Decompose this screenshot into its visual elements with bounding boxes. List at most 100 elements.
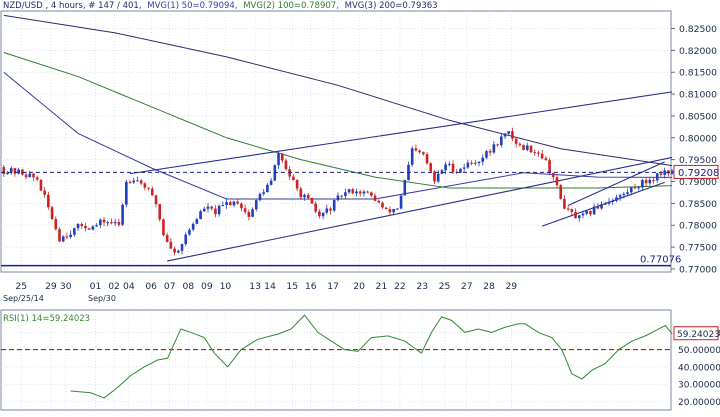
candle-body: [247, 211, 251, 217]
candle-body: [522, 144, 525, 150]
current-price-box: [673, 164, 719, 179]
candle-body: [154, 195, 158, 205]
candle-body: [50, 207, 54, 220]
candle-body: [433, 171, 436, 182]
candle-body: [217, 205, 221, 215]
candle-body: [481, 157, 485, 162]
candle-body: [459, 168, 462, 173]
candle-body: [381, 202, 384, 208]
candle-body: [589, 210, 592, 215]
candle-body: [655, 173, 659, 181]
candle-body: [652, 179, 655, 181]
candle-body: [191, 223, 195, 230]
candle-body: [392, 209, 395, 213]
time-tick-label: 04: [123, 281, 135, 292]
candle-body: [314, 203, 317, 212]
time-tick-label: 29: [505, 281, 517, 292]
trendline: [167, 156, 673, 262]
candle-body: [43, 190, 46, 195]
header-info: , 4 hours, # 147 / 401,: [45, 1, 141, 11]
price-tick-label: 0.80500: [679, 111, 717, 122]
candle-body: [310, 197, 314, 204]
time-tick-label: 23: [416, 281, 428, 292]
candle-body: [206, 206, 210, 209]
candle-body: [600, 204, 603, 209]
price-tick-label: 0.80000: [679, 133, 717, 144]
candle-body: [488, 151, 492, 153]
mvg1-legend: MVG(1) 50=0.79094,: [147, 1, 237, 11]
candle-body: [596, 206, 600, 209]
candle-body: [325, 208, 329, 213]
candle-body: [663, 170, 666, 175]
rsi-grid: [1, 310, 671, 410]
candle-body: [544, 158, 548, 161]
candle-body: [24, 174, 28, 178]
candle-body: [106, 222, 110, 224]
candle-body: [84, 225, 87, 229]
candle-body: [210, 206, 214, 209]
candle-body: [99, 219, 102, 226]
candle-body: [225, 202, 228, 206]
candle-body: [329, 208, 332, 211]
candle-body: [492, 144, 496, 153]
candle-body: [17, 169, 20, 174]
candle-body: [496, 144, 499, 146]
candle-body: [659, 173, 663, 175]
candle-body: [188, 229, 191, 235]
candle-body: [80, 223, 84, 226]
candle-body: [162, 219, 165, 236]
candle-body: [113, 222, 117, 224]
candle-body: [199, 211, 202, 220]
candle-body: [65, 236, 69, 238]
month-label-sep25: Sep/25/14: [3, 294, 44, 303]
candle-body: [262, 192, 265, 194]
candle-body: [637, 187, 640, 189]
candle-body: [585, 210, 588, 214]
candle-body: [221, 205, 225, 207]
candle-body: [102, 219, 106, 223]
candle-body: [280, 153, 284, 161]
price-tick-label: 0.82000: [679, 46, 717, 57]
candle-body: [366, 191, 369, 193]
candle-body: [254, 200, 258, 210]
candle-body: [284, 160, 288, 170]
candle-body: [670, 170, 674, 174]
candle-body: [347, 189, 351, 193]
candle-body: [9, 168, 13, 173]
candle-body: [295, 180, 299, 189]
candle-body: [169, 241, 173, 249]
rsi-current-label: 59.24023: [677, 330, 720, 340]
candle-body: [444, 164, 447, 171]
candle-body: [429, 163, 433, 172]
candle-body: [462, 167, 466, 169]
candle-body: [540, 153, 544, 159]
candle-body: [321, 212, 325, 217]
candle-body: [570, 209, 574, 213]
candle-body: [39, 179, 43, 191]
candle-body: [425, 154, 429, 164]
candle-body: [54, 219, 58, 230]
rsi-tick-label: 40.00000: [678, 363, 720, 373]
candle-body: [266, 184, 269, 193]
candle-body: [477, 161, 481, 164]
candle-body: [332, 200, 336, 211]
rsi-current-box: [673, 326, 719, 341]
candle-body: [507, 131, 511, 134]
candle-body: [32, 173, 35, 178]
time-tick-label: 06: [145, 281, 157, 292]
candle-body: [500, 136, 503, 146]
time-axis: 25 29 30 01 02 04 06 07 08 09 10 13 14 15 16 17 20 21 22 23…: [15, 281, 517, 292]
candle-body: [28, 173, 32, 178]
time-tick-label: 22: [394, 281, 406, 292]
candle-body: [58, 229, 61, 242]
time-tick-label: 01: [90, 281, 102, 292]
price-tick-label: 0.81500: [679, 68, 717, 79]
candle-body: [403, 180, 407, 196]
candle-body: [399, 195, 403, 209]
candle-body: [176, 250, 180, 253]
time-tick-label: 25: [15, 281, 27, 292]
candle-body: [73, 228, 76, 235]
price-tick-label: 0.82500: [679, 24, 717, 35]
price-tick-label: 0.78000: [679, 221, 717, 232]
rsi-tick-label: 20.00000: [678, 398, 720, 408]
